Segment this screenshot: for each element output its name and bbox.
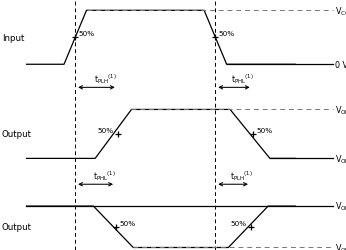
Text: t$_{\mathregular{PLH}}$$^{\mathregular{(1)}}$: t$_{\mathregular{PLH}}$$^{\mathregular{(… [230,169,253,182]
Text: t$_{\mathregular{PHL}}$$^{\mathregular{(1)}}$: t$_{\mathregular{PHL}}$$^{\mathregular{(… [93,169,116,182]
Text: 0 V: 0 V [335,60,346,70]
Text: V$_{\mathregular{CC}}$: V$_{\mathregular{CC}}$ [335,5,346,18]
Text: 50%: 50% [79,31,95,36]
Text: 50%: 50% [256,127,272,133]
Text: Output: Output [2,222,32,231]
Text: V$_{\mathregular{OH}}$: V$_{\mathregular{OH}}$ [335,200,346,212]
Text: 50%: 50% [98,127,114,133]
Text: V$_{\mathregular{OH}}$: V$_{\mathregular{OH}}$ [335,104,346,116]
Text: 50%: 50% [230,220,246,226]
Text: Output: Output [2,130,32,139]
Text: 50%: 50% [219,31,235,36]
Text: V$_{\mathregular{OL}}$: V$_{\mathregular{OL}}$ [335,241,346,250]
Text: 50%: 50% [119,220,136,226]
Text: t$_{\mathregular{PLH}}$$^{\mathregular{(1)}}$: t$_{\mathregular{PLH}}$$^{\mathregular{(… [94,72,117,86]
Text: Input: Input [2,34,24,42]
Text: V$_{\mathregular{OL}}$: V$_{\mathregular{OL}}$ [335,152,346,165]
Text: t$_{\mathregular{PHL}}$$^{\mathregular{(1)}}$: t$_{\mathregular{PHL}}$$^{\mathregular{(… [231,72,254,86]
